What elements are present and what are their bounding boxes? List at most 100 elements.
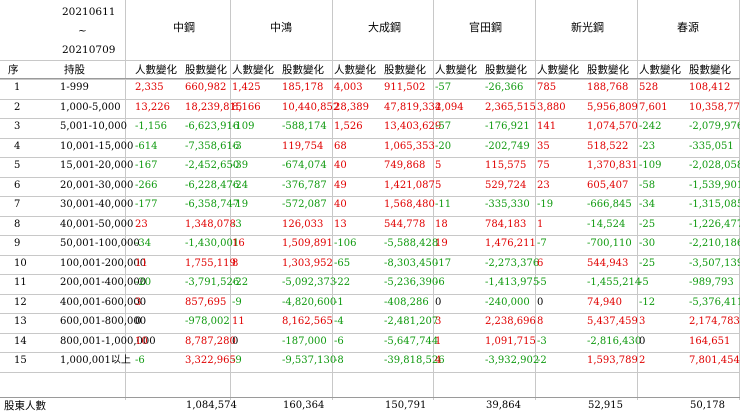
people-change-cell: -20	[435, 140, 452, 152]
people-change-cell: -57	[435, 121, 452, 132]
row-range: 100,001-200,000	[60, 257, 147, 269]
subheader-people: 人數變化	[232, 64, 274, 76]
shares-change-cell: 13,403,629	[384, 121, 442, 132]
people-change-cell: 2	[639, 355, 646, 366]
people-change-cell: 13,226	[135, 101, 170, 113]
grid-vertical-line	[535, 0, 536, 400]
grid-vertical-line	[125, 0, 126, 400]
people-change-cell: 23	[135, 218, 148, 230]
people-change-cell: -9	[232, 296, 242, 308]
people-change-cell: -25	[639, 257, 656, 269]
shares-change-cell: 1,593,789	[587, 355, 638, 366]
shareholder-total: 39,864	[486, 400, 521, 411]
shares-change-cell: 749,868	[384, 160, 426, 171]
grid-horizontal-line	[0, 235, 740, 236]
shares-change-cell: 1,476,211	[485, 238, 536, 249]
people-change-cell: 5	[435, 160, 442, 171]
shares-change-cell: -6,623,916	[185, 121, 240, 132]
people-change-cell: 19	[435, 238, 448, 249]
grid-horizontal-line	[0, 196, 740, 197]
row-seq: 11	[14, 277, 27, 288]
shares-change-cell: 10,358,777	[689, 101, 740, 113]
row-seq: 14	[14, 335, 27, 347]
shares-change-cell: -14,524	[587, 218, 626, 230]
shares-change-cell: 1,755,119	[185, 257, 236, 269]
shares-change-cell: 5,437,459	[587, 316, 638, 327]
people-change-cell: 7,601	[639, 101, 668, 113]
people-change-cell: -12	[639, 296, 656, 308]
shares-change-cell: -187,000	[282, 335, 327, 347]
grid-horizontal-line	[0, 157, 740, 158]
people-change-cell: 5	[435, 179, 442, 191]
grid-vertical-line	[433, 0, 434, 400]
date-start: 20210611	[62, 6, 116, 18]
grid-horizontal-line	[0, 254, 740, 256]
people-change-cell: -34	[639, 199, 656, 210]
grid-horizontal-line	[0, 176, 740, 178]
shares-change-cell: 10,440,852	[282, 101, 340, 113]
people-change-cell: 16	[232, 238, 245, 249]
people-change-cell: -177	[135, 199, 158, 210]
shares-change-cell: 8,162,565	[282, 316, 333, 327]
shares-change-cell: -6,228,476	[185, 179, 240, 191]
shares-change-cell: -572,087	[282, 199, 327, 210]
shares-change-cell: -700,110	[587, 238, 632, 249]
people-change-cell: -3	[537, 335, 547, 347]
shares-change-cell: -376,787	[282, 179, 327, 191]
shares-change-cell: 1,091,715	[485, 335, 536, 347]
shares-change-cell: -9,537,130	[282, 355, 337, 366]
people-change-cell: -6	[135, 355, 145, 366]
row-seq: 3	[14, 121, 21, 132]
shares-change-cell: -588,174	[282, 121, 327, 132]
row-seq: 8	[14, 218, 21, 230]
shares-change-cell: -1,455,214	[587, 277, 642, 288]
people-change-cell: -242	[639, 121, 662, 132]
people-change-cell: -109	[232, 121, 255, 132]
people-change-cell: 3,880	[537, 101, 566, 113]
row-seq: 2	[14, 101, 21, 113]
grid-vertical-line	[332, 0, 333, 400]
shares-change-cell: -3,791,526	[185, 277, 240, 288]
grid-horizontal-line	[0, 98, 740, 100]
shares-change-cell: 108,412	[689, 82, 731, 93]
shares-change-cell: -1,226,477	[689, 218, 740, 230]
people-change-cell: 28,389	[334, 101, 369, 113]
shares-change-cell: 126,033	[282, 218, 324, 230]
shares-change-cell: 1,074,570	[587, 121, 638, 132]
grid-horizontal-line	[0, 293, 740, 295]
shares-change-cell: -5,647,744	[384, 335, 439, 347]
people-change-cell: 75	[537, 160, 550, 171]
shares-change-cell: -2,273,376	[485, 257, 540, 269]
people-change-cell: 785	[537, 82, 557, 93]
people-change-cell: 40	[334, 160, 347, 171]
grid-horizontal-line	[0, 78, 740, 79]
shares-change-cell: 2,174,783	[689, 316, 740, 327]
grid-horizontal-line	[0, 60, 740, 61]
shares-change-cell: -5,588,428	[384, 238, 439, 249]
subheader-people: 人數變化	[639, 64, 681, 76]
shares-change-cell: -7,358,616	[185, 140, 240, 152]
people-change-cell: 68	[334, 140, 347, 152]
people-change-cell: -3	[232, 140, 242, 152]
row-seq: 1	[14, 82, 21, 93]
shares-change-cell: -4,820,600	[282, 296, 337, 308]
grid-horizontal-line	[0, 215, 740, 217]
shares-change-cell: 544,943	[587, 257, 629, 269]
people-change-cell: 1,526	[334, 121, 363, 132]
people-change-cell: -30	[639, 238, 656, 249]
shares-change-cell: 119,754	[282, 140, 324, 152]
company-name: 官田鋼	[469, 21, 502, 34]
people-change-cell: -22	[232, 277, 249, 288]
people-change-cell: 1	[537, 218, 544, 230]
shares-change-cell: 1,348,078	[185, 218, 236, 230]
people-change-cell: 0	[135, 316, 142, 327]
shares-change-cell: -39,818,526	[384, 355, 445, 366]
subheader-shares: 股數變化	[587, 64, 629, 76]
people-change-cell: -20	[135, 277, 152, 288]
shares-change-cell: 5,956,809	[587, 101, 638, 113]
company-name: 新光鋼	[571, 21, 604, 34]
row-range: 200,001-400,000	[60, 277, 147, 288]
subheader-people: 人數變化	[435, 64, 477, 76]
shares-change-cell: 1,509,891	[282, 238, 333, 249]
